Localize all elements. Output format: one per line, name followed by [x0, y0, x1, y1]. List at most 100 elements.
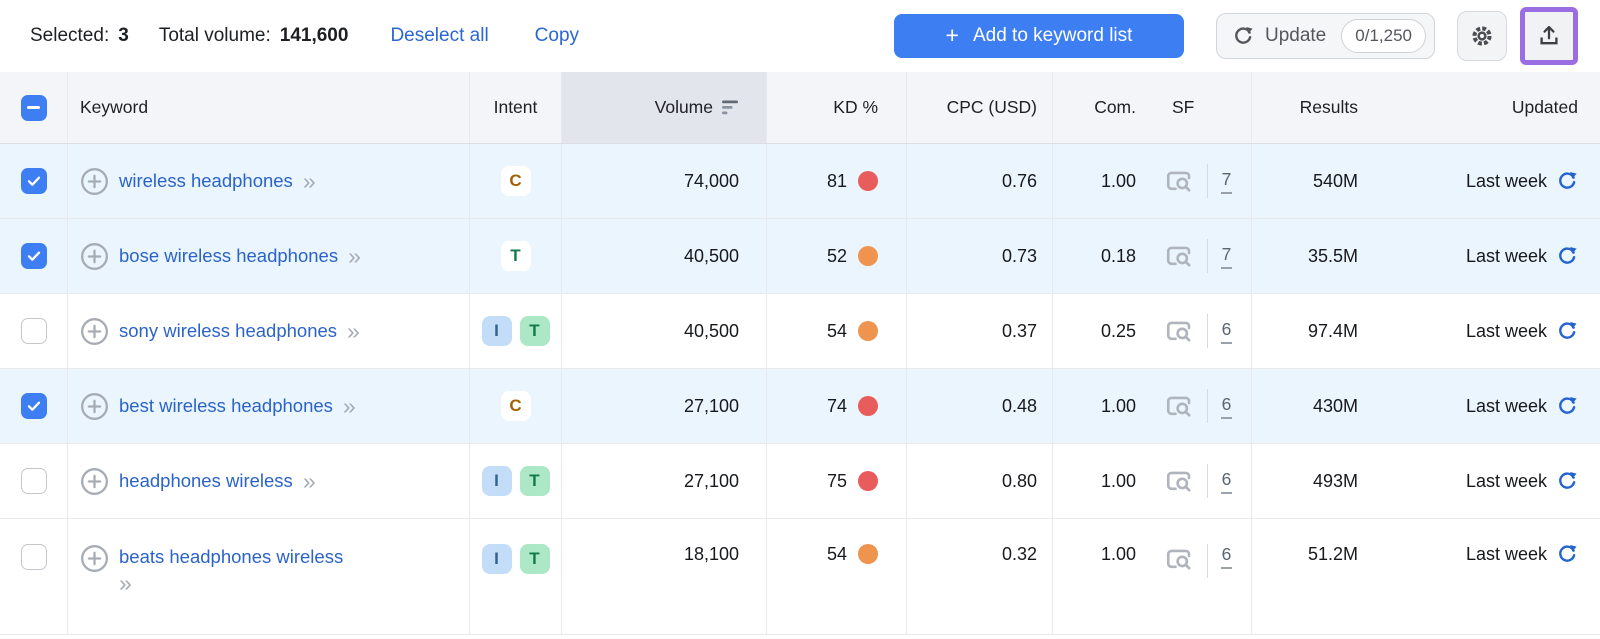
header-com: Com. — [1094, 97, 1136, 117]
update-button[interactable]: Update 0/1,250 — [1215, 13, 1435, 59]
sf-cell: 6 — [1145, 369, 1252, 443]
table-row: sony wireless headphones » I T 40,500 54… — [0, 294, 1600, 369]
refresh-keyword-icon[interactable] — [1557, 544, 1578, 565]
serp-features-icon[interactable] — [1164, 241, 1194, 271]
results-value: 540M — [1312, 170, 1358, 191]
kd-value: 54 — [826, 544, 847, 564]
kd-difficulty-dot — [858, 171, 878, 191]
row-checkbox[interactable] — [20, 168, 47, 194]
keyword-link[interactable]: wireless headphones — [119, 170, 293, 191]
select-all-checkbox[interactable] — [20, 94, 47, 121]
keyword-link[interactable]: headphones wireless — [119, 470, 293, 491]
refresh-keyword-icon[interactable] — [1557, 320, 1578, 342]
serp-features-icon[interactable] — [1164, 391, 1194, 421]
gear-icon — [1469, 23, 1495, 49]
refresh-keyword-icon[interactable] — [1557, 170, 1578, 192]
intent-cell: I T — [470, 444, 562, 518]
com-value: 1.00 — [1100, 470, 1136, 491]
sf-count-link[interactable]: 7 — [1220, 169, 1233, 194]
com-cell: 0.25 — [1053, 294, 1145, 368]
volume-cell: 27,100 — [562, 444, 767, 518]
add-keyword-icon[interactable] — [80, 467, 109, 496]
header-cpc: CPC (USD) — [907, 72, 1053, 143]
checkbox-cell — [0, 294, 68, 368]
keyword-link[interactable]: sony wireless headphones — [119, 320, 338, 341]
total-volume-value: 141,600 — [279, 25, 349, 46]
sf-count-link[interactable]: 6 — [1220, 319, 1233, 344]
results-value: 97.4M — [1307, 320, 1358, 341]
refresh-keyword-icon[interactable] — [1557, 395, 1578, 417]
results-cell: 430M — [1252, 369, 1370, 443]
sf-count-link[interactable]: 6 — [1220, 544, 1233, 569]
intent-badge-transactional: T — [519, 316, 550, 346]
cpc-cell: 0.80 — [907, 444, 1053, 518]
serp-features-icon[interactable] — [1164, 316, 1194, 346]
volume-cell: 27,100 — [562, 369, 767, 443]
refresh-keyword-icon[interactable] — [1557, 245, 1578, 267]
keyword-cell: beats headphones wireless » — [68, 519, 470, 634]
check-icon — [27, 401, 40, 411]
kd-value: 54 — [826, 320, 847, 341]
selected-summary: Selected: 3 — [30, 25, 129, 47]
checkbox-cell — [0, 444, 68, 518]
table-row: bose wireless headphones » T 40,500 52 0… — [0, 219, 1600, 294]
com-cell: 1.00 — [1053, 444, 1145, 518]
row-checkbox[interactable] — [20, 468, 47, 494]
serp-features-icon[interactable] — [1164, 466, 1194, 496]
sf-count-link[interactable]: 6 — [1220, 394, 1233, 419]
kd-cell: 54 — [767, 294, 907, 368]
export-upload-icon — [1540, 25, 1558, 45]
expand-chevron-icon[interactable]: » — [348, 243, 361, 269]
copy-link[interactable]: Copy — [534, 25, 580, 46]
expand-chevron-icon[interactable]: » — [347, 318, 360, 344]
selection-toolbar: Selected: 3 Total volume: 141,600 Desele… — [0, 0, 1600, 72]
updated-cell: Last week — [1370, 369, 1600, 443]
intent-cell: C — [470, 144, 562, 218]
sort-descending-icon — [722, 100, 738, 115]
results-value: 35.5M — [1307, 245, 1358, 266]
add-keyword-icon[interactable] — [80, 392, 109, 421]
export-highlight-frame — [1520, 7, 1578, 65]
checkbox-cell — [0, 519, 68, 634]
keyword-link[interactable]: bose wireless headphones — [119, 245, 339, 266]
sf-count-link[interactable]: 6 — [1220, 469, 1233, 494]
row-checkbox[interactable] — [20, 393, 47, 419]
deselect-all-link[interactable]: Deselect all — [390, 25, 489, 46]
updated-cell: Last week — [1370, 294, 1600, 368]
expand-chevron-icon[interactable]: » — [302, 468, 316, 494]
sf-count-link[interactable]: 7 — [1220, 244, 1233, 269]
expand-chevron-icon[interactable]: » — [302, 168, 316, 194]
table-row: best wireless headphones » C 27,100 74 0… — [0, 369, 1600, 444]
selected-label: Selected: — [30, 25, 110, 46]
row-checkbox[interactable] — [20, 318, 47, 344]
divider — [1206, 464, 1208, 498]
keyword-link[interactable]: best wireless headphones — [119, 395, 333, 416]
results-cell: 540M — [1252, 144, 1370, 218]
add-keyword-icon[interactable] — [80, 544, 109, 573]
intent-badge-transactional: T — [519, 544, 550, 574]
export-button[interactable] — [1525, 12, 1573, 60]
settings-button[interactable] — [1457, 11, 1507, 61]
add-keyword-icon[interactable] — [80, 167, 109, 196]
header-volume[interactable]: Volume — [562, 72, 767, 143]
update-counter-badge: 0/1,250 — [1341, 19, 1426, 53]
refresh-icon — [1235, 25, 1254, 44]
intent-badge-informational: I — [481, 316, 512, 346]
serp-features-icon[interactable] — [1164, 544, 1194, 574]
row-checkbox[interactable] — [20, 243, 47, 269]
keyword-link[interactable]: beats headphones wireless — [119, 546, 344, 567]
volume-value: 40,500 — [683, 320, 739, 341]
row-checkbox[interactable] — [20, 544, 47, 570]
add-keyword-icon[interactable] — [80, 317, 109, 346]
serp-features-icon[interactable] — [1164, 166, 1194, 196]
cpc-cell: 0.76 — [907, 144, 1053, 218]
table-row: headphones wireless » I T 27,100 75 0.80… — [0, 444, 1600, 519]
add-keyword-icon[interactable] — [80, 242, 109, 271]
expand-chevron-icon[interactable]: » — [342, 393, 356, 419]
add-to-keyword-list-button[interactable]: + Add to keyword list — [893, 14, 1184, 58]
refresh-keyword-icon[interactable] — [1557, 470, 1578, 492]
expand-chevron-icon[interactable]: » — [119, 570, 132, 596]
kd-difficulty-dot — [858, 321, 878, 341]
sf-cell: 6 — [1145, 294, 1252, 368]
sf-cell: 6 — [1145, 519, 1252, 634]
